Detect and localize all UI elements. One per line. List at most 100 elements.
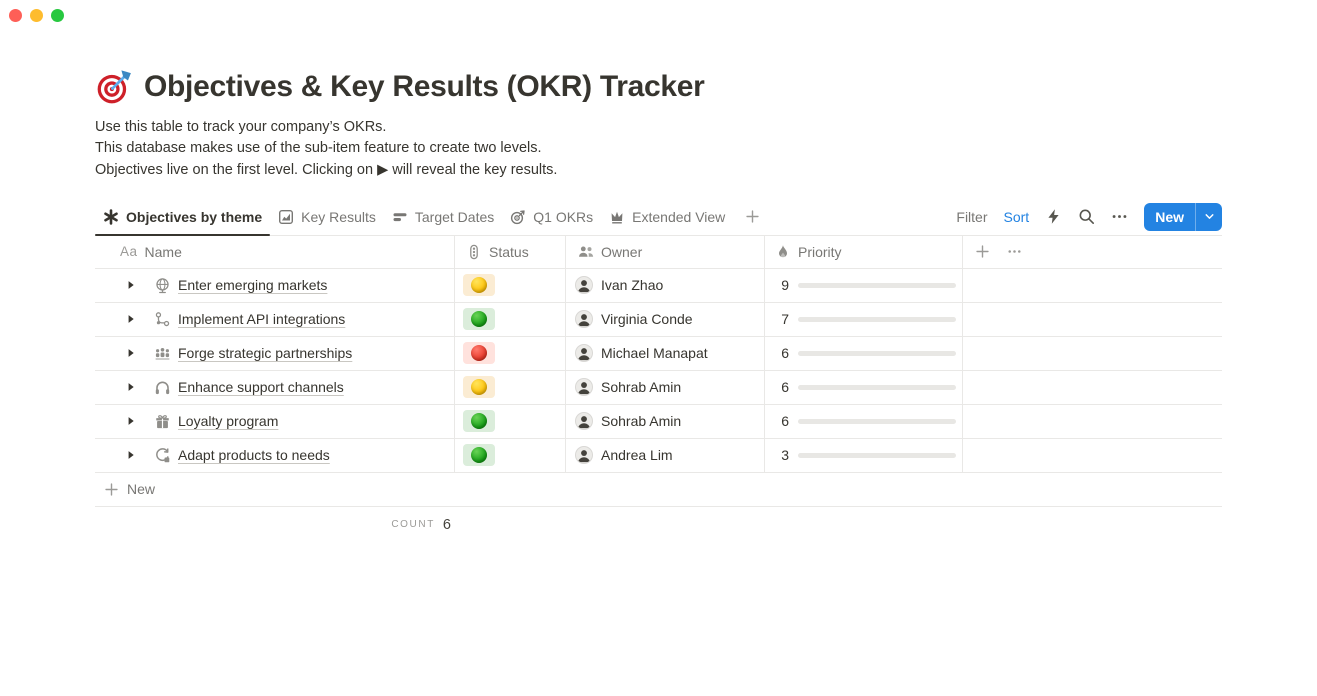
description-line: Use this table to track your company’s O…	[95, 119, 387, 135]
plus-icon	[745, 209, 760, 224]
priority-value: 6	[781, 379, 789, 396]
expand-toggle-icon[interactable]	[125, 347, 137, 359]
table-footer: COUNT 6	[95, 507, 455, 543]
status-pill[interactable]	[463, 274, 495, 297]
status-dot-icon	[471, 345, 487, 362]
expand-toggle-icon[interactable]	[125, 415, 137, 427]
owner-name[interactable]: Andrea Lim	[601, 447, 673, 464]
timeline-icon	[392, 209, 408, 225]
tab-objectives-by-theme[interactable]: Objectives by theme	[95, 199, 271, 236]
owner-cell: Ivan Zhao	[566, 268, 765, 302]
view-tab-label: Target Dates	[414, 208, 495, 225]
target-icon	[510, 209, 526, 225]
view-tab-label: Q1 OKRs	[533, 208, 594, 225]
add-column-icon[interactable]	[975, 244, 990, 259]
status-pill[interactable]	[463, 444, 495, 467]
new-row-label: New	[127, 481, 156, 498]
view-toolbar: Objectives by theme Key Results Target D…	[95, 199, 1222, 236]
traffic-light-icon	[466, 244, 482, 260]
row-title[interactable]: Implement API integrations	[178, 311, 346, 328]
priority-progress-bar	[798, 316, 956, 322]
owner-name[interactable]: Sohrab Amin	[601, 413, 682, 430]
owner-name[interactable]: Michael Manapat	[601, 345, 708, 362]
avatar	[575, 276, 593, 295]
description-line: This database makes use of the sub-item …	[95, 140, 542, 157]
expand-toggle-icon[interactable]	[125, 279, 137, 291]
sort-button[interactable]: Sort	[1003, 208, 1030, 225]
empty-cell	[963, 371, 1222, 404]
bolt-icon[interactable]	[1045, 208, 1062, 225]
table-row: Forge strategic partnerships Michael Man…	[95, 336, 1222, 371]
status-pill[interactable]	[463, 308, 495, 331]
status-pill[interactable]	[463, 342, 495, 365]
avatar	[575, 378, 593, 397]
priority-cell: 7	[765, 302, 963, 336]
more-options-icon[interactable]	[1111, 208, 1128, 225]
row-title[interactable]: Enhance support channels	[178, 379, 344, 396]
window-zoom-button[interactable]	[51, 9, 64, 22]
priority-progress-bar	[798, 384, 956, 390]
row-title[interactable]: Forge strategic partnerships	[178, 345, 353, 362]
column-header-priority[interactable]: Priority	[765, 235, 963, 268]
column-label: Priority	[798, 243, 842, 260]
row-title[interactable]: Adapt products to needs	[178, 447, 330, 464]
priority-cell: 6	[765, 404, 963, 438]
name-cell: Forge strategic partnerships	[95, 336, 455, 370]
expand-toggle-icon[interactable]	[125, 381, 137, 393]
column-header-status[interactable]: Status	[455, 235, 566, 268]
flame-icon	[775, 244, 791, 260]
tab-q1-okrs[interactable]: Q1 OKRs	[502, 199, 601, 235]
status-cell	[455, 336, 566, 370]
add-view-button[interactable]	[737, 199, 768, 235]
tab-key-results[interactable]: Key Results	[270, 199, 384, 235]
name-cell: Enter emerging markets	[95, 268, 455, 302]
page-title: Objectives & Key Results (OKR) Tracker	[144, 70, 705, 103]
table-more-icon[interactable]	[1007, 244, 1022, 259]
column-header-name[interactable]: Aa Name	[95, 235, 455, 268]
adapt-icon	[154, 447, 171, 464]
avatar	[575, 310, 593, 329]
owner-name[interactable]: Virginia Conde	[601, 311, 693, 328]
view-tab-label: Extended View	[632, 208, 726, 225]
description-line: Objectives live on the first level. Clic…	[95, 161, 558, 178]
status-cell	[455, 404, 566, 438]
expand-toggle-icon[interactable]	[125, 313, 137, 325]
avatar	[575, 344, 593, 363]
tab-target-dates[interactable]: Target Dates	[384, 199, 502, 235]
chevron-down-icon	[1203, 210, 1216, 223]
priority-cell: 3	[765, 438, 963, 472]
priority-cell: 9	[765, 268, 963, 302]
column-header-owner[interactable]: Owner	[566, 235, 765, 268]
owner-cell: Michael Manapat	[566, 336, 765, 370]
name-cell: Implement API integrations	[95, 302, 455, 336]
count-label: COUNT	[391, 519, 435, 531]
status-pill[interactable]	[463, 410, 495, 433]
workflow-icon	[154, 311, 171, 328]
new-button-label[interactable]: New	[1155, 208, 1184, 225]
status-dot-icon	[471, 379, 487, 396]
globe-icon	[154, 277, 171, 294]
owner-name[interactable]: Sohrab Amin	[601, 379, 682, 396]
priority-progress-bar	[798, 282, 956, 288]
row-title[interactable]: Enter emerging markets	[178, 277, 328, 294]
new-button[interactable]: New	[1144, 202, 1222, 231]
new-row-button[interactable]: New	[95, 473, 1222, 507]
row-title[interactable]: Loyalty program	[178, 413, 279, 430]
empty-cell	[963, 303, 1222, 336]
priority-cell: 6	[765, 336, 963, 370]
plus-icon	[104, 482, 119, 497]
window-close-button[interactable]	[9, 9, 22, 22]
owner-name[interactable]: Ivan Zhao	[601, 277, 664, 294]
new-button-dropdown[interactable]	[1196, 203, 1222, 231]
count-value: 6	[442, 516, 451, 533]
tab-extended-view[interactable]: Extended View	[601, 199, 733, 235]
window-minimize-button[interactable]	[30, 9, 43, 22]
filter-button[interactable]: Filter	[956, 208, 988, 225]
search-icon[interactable]	[1078, 208, 1095, 225]
toolbar-controls: Filter Sort New	[956, 199, 1222, 235]
priority-value: 3	[781, 447, 789, 464]
expand-toggle-icon[interactable]	[125, 449, 137, 461]
owner-cell: Andrea Lim	[566, 438, 765, 472]
status-pill[interactable]	[463, 376, 495, 399]
priority-cell: 6	[765, 370, 963, 404]
